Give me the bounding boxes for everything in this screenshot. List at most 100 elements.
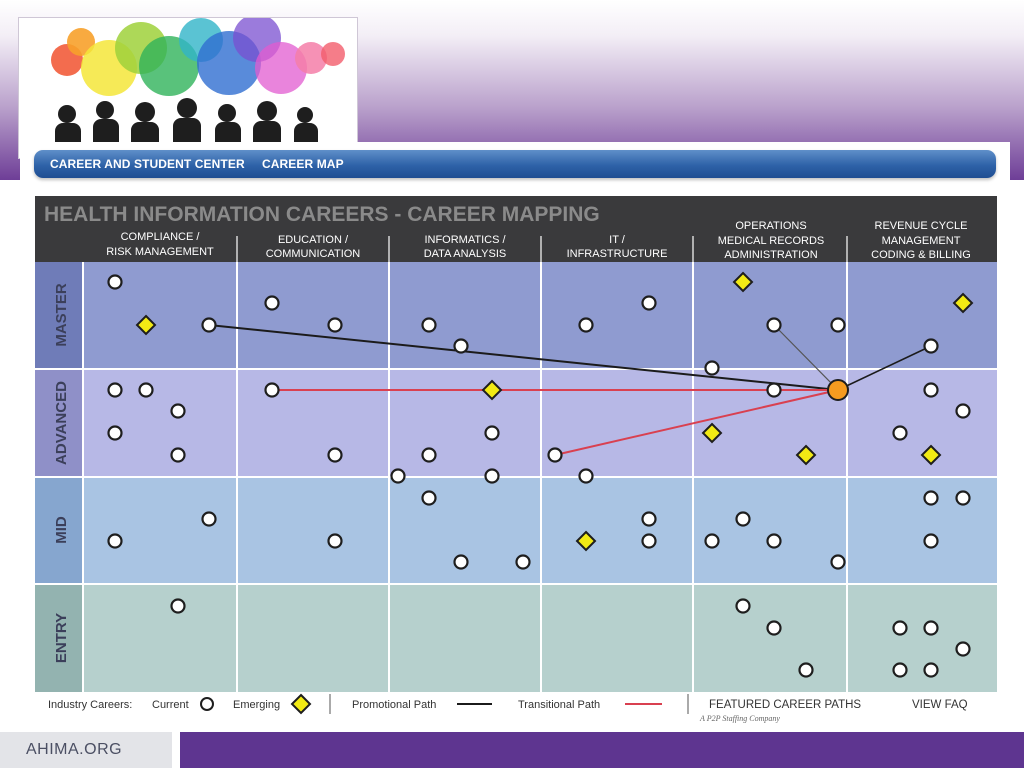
current-career-node[interactable] xyxy=(830,554,846,570)
legend-current-label: Current xyxy=(152,699,189,711)
current-career-node[interactable] xyxy=(923,338,939,354)
current-career-node[interactable] xyxy=(201,317,217,333)
current-career-node[interactable] xyxy=(892,620,908,636)
emerging-career-node[interactable] xyxy=(481,379,503,401)
current-career-node[interactable] xyxy=(170,447,186,463)
band-entry xyxy=(35,584,997,692)
current-career-node[interactable] xyxy=(955,641,971,657)
legend-industry-careers: Industry Careers: xyxy=(48,699,132,711)
current-career-node[interactable] xyxy=(484,425,500,441)
column-header-line: INFORMATICS / xyxy=(424,234,506,246)
current-career-node[interactable] xyxy=(515,554,531,570)
emerging-career-node[interactable] xyxy=(135,314,157,336)
current-career-node[interactable] xyxy=(923,620,939,636)
row-label-entry: ENTRY xyxy=(53,613,70,663)
current-career-node[interactable] xyxy=(421,317,437,333)
row-label-master: MASTER xyxy=(53,283,70,347)
site-name: AHIMA.ORG xyxy=(26,741,123,758)
legend-emerging-label: Emerging xyxy=(233,699,280,711)
current-career-node[interactable] xyxy=(327,447,343,463)
current-career-node[interactable] xyxy=(641,295,657,311)
current-career-node[interactable] xyxy=(421,490,437,506)
emerging-career-node[interactable] xyxy=(920,444,942,466)
current-career-node[interactable] xyxy=(138,382,154,398)
legend-promotional-label: Promotional Path xyxy=(352,699,436,711)
current-career-node[interactable] xyxy=(453,338,469,354)
current-career-node[interactable] xyxy=(892,425,908,441)
current-career-node[interactable] xyxy=(421,447,437,463)
current-career-node[interactable] xyxy=(704,360,720,376)
row-label-mid: MID xyxy=(53,516,70,544)
current-career-node[interactable] xyxy=(264,295,280,311)
current-career-node[interactable] xyxy=(107,533,123,549)
current-career-node[interactable] xyxy=(735,511,751,527)
band-master xyxy=(35,262,997,369)
featured-career-node[interactable] xyxy=(827,379,849,401)
current-career-node[interactable] xyxy=(892,662,908,678)
current-career-node[interactable] xyxy=(327,317,343,333)
row-label-bg xyxy=(35,262,83,369)
view-faq-link[interactable]: VIEW FAQ xyxy=(912,699,968,711)
row-label-bg xyxy=(35,369,83,477)
column-header-line: MANAGEMENT xyxy=(882,235,961,247)
current-career-node[interactable] xyxy=(798,662,814,678)
current-career-node[interactable] xyxy=(766,317,782,333)
promotional-path-line xyxy=(773,324,839,391)
current-career-node[interactable] xyxy=(923,533,939,549)
current-career-node[interactable] xyxy=(704,533,720,549)
current-career-node[interactable] xyxy=(955,403,971,419)
band-mid xyxy=(35,477,997,584)
current-career-node[interactable] xyxy=(923,662,939,678)
current-career-node[interactable] xyxy=(766,620,782,636)
legend-current-icon xyxy=(200,697,214,711)
column-header-line: OPERATIONS xyxy=(735,220,806,232)
current-career-node[interactable] xyxy=(264,382,280,398)
current-career-node[interactable] xyxy=(107,274,123,290)
column-header-line: INFRASTRUCTURE xyxy=(567,248,668,260)
current-career-node[interactable] xyxy=(453,554,469,570)
current-career-node[interactable] xyxy=(327,533,343,549)
current-career-node[interactable] xyxy=(578,468,594,484)
current-career-node[interactable] xyxy=(923,382,939,398)
current-career-node[interactable] xyxy=(766,533,782,549)
emerging-career-node[interactable] xyxy=(575,530,597,552)
emerging-career-node[interactable] xyxy=(952,292,974,314)
emerging-career-node[interactable] xyxy=(701,422,723,444)
company-tagline: A P2P Staffing Company xyxy=(700,714,780,723)
current-career-node[interactable] xyxy=(201,511,217,527)
legend-emerging-icon xyxy=(290,693,312,715)
footer-site-box: AHIMA.ORG xyxy=(0,732,172,768)
row-label-bg xyxy=(35,584,83,692)
current-career-node[interactable] xyxy=(107,382,123,398)
current-career-node[interactable] xyxy=(484,468,500,484)
current-career-node[interactable] xyxy=(735,598,751,614)
current-career-node[interactable] xyxy=(830,317,846,333)
current-career-node[interactable] xyxy=(390,468,406,484)
current-career-node[interactable] xyxy=(170,403,186,419)
legend-transitional-label: Transitional Path xyxy=(518,699,600,711)
nav-career-map[interactable]: CAREER MAP xyxy=(262,157,344,171)
emerging-career-node[interactable] xyxy=(732,271,754,293)
career-navbar: CAREER AND STUDENT CENTER CAREER MAP xyxy=(34,150,996,178)
current-career-node[interactable] xyxy=(766,382,782,398)
featured-career-paths-link[interactable]: FEATURED CAREER PATHS xyxy=(709,699,861,711)
current-career-node[interactable] xyxy=(955,490,971,506)
map-title: HEALTH INFORMATION CAREERS - CAREER MAPP… xyxy=(44,203,600,226)
emerging-career-node[interactable] xyxy=(795,444,817,466)
current-career-node[interactable] xyxy=(170,598,186,614)
row-label-bg xyxy=(35,477,83,584)
promotional-path-line xyxy=(208,324,839,391)
current-career-node[interactable] xyxy=(641,511,657,527)
current-career-node[interactable] xyxy=(923,490,939,506)
row-label-advanced: ADVANCED xyxy=(53,381,70,465)
column-header-line: ADMINISTRATION xyxy=(724,249,817,261)
current-career-node[interactable] xyxy=(547,447,563,463)
column-header-line: DATA ANALYSIS xyxy=(424,248,507,260)
footer-bar xyxy=(180,732,1024,768)
transitional-path-line xyxy=(554,389,839,456)
column-header-line: REVENUE CYCLE xyxy=(875,220,968,232)
current-career-node[interactable] xyxy=(107,425,123,441)
current-career-node[interactable] xyxy=(578,317,594,333)
nav-career-student-center[interactable]: CAREER AND STUDENT CENTER xyxy=(50,157,245,171)
current-career-node[interactable] xyxy=(641,533,657,549)
